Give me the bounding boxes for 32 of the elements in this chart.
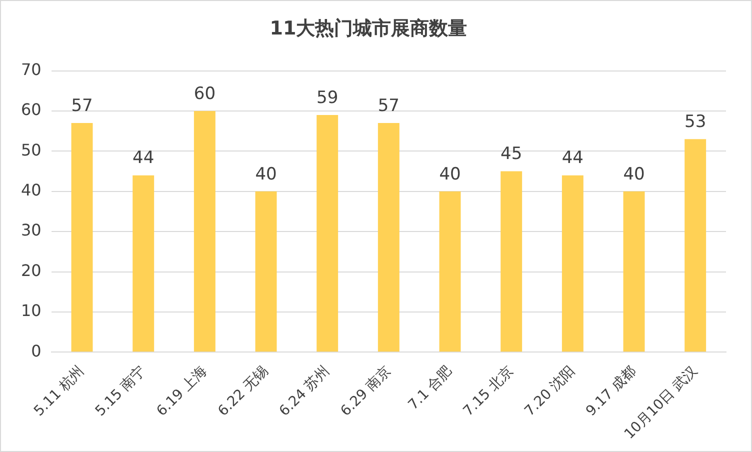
bar (378, 123, 400, 352)
data-label: 40 (439, 164, 461, 184)
data-label: 45 (500, 144, 522, 164)
y-tick-label: 70 (21, 60, 42, 79)
y-tick-label: 30 (21, 220, 42, 240)
bar (439, 191, 461, 352)
y-tick-label: 10 (21, 301, 42, 320)
bar (255, 191, 277, 352)
y-tick-label: 50 (21, 140, 42, 160)
bar (623, 191, 645, 352)
data-label: 57 (378, 96, 400, 116)
bar (194, 111, 216, 352)
data-label: 40 (255, 164, 277, 184)
bar (132, 175, 154, 352)
y-tick-label: 0 (31, 341, 42, 360)
data-label: 53 (684, 112, 706, 132)
bar (562, 175, 584, 352)
data-label: 44 (132, 148, 154, 168)
y-tick-label: 60 (21, 100, 42, 120)
data-label: 59 (316, 88, 338, 108)
chart-title: 11大热门城市展商数量 (270, 17, 468, 40)
data-label: 44 (562, 148, 584, 168)
data-label: 60 (194, 84, 216, 104)
data-label: 40 (623, 164, 645, 184)
bar (71, 123, 93, 352)
y-tick-label: 40 (21, 180, 42, 200)
bar (316, 115, 338, 352)
bar (500, 171, 522, 352)
data-label: 57 (71, 96, 93, 116)
bar (684, 139, 706, 352)
x-tick-label: 7.1 合肥 (405, 363, 456, 414)
y-tick-label: 20 (21, 260, 42, 280)
